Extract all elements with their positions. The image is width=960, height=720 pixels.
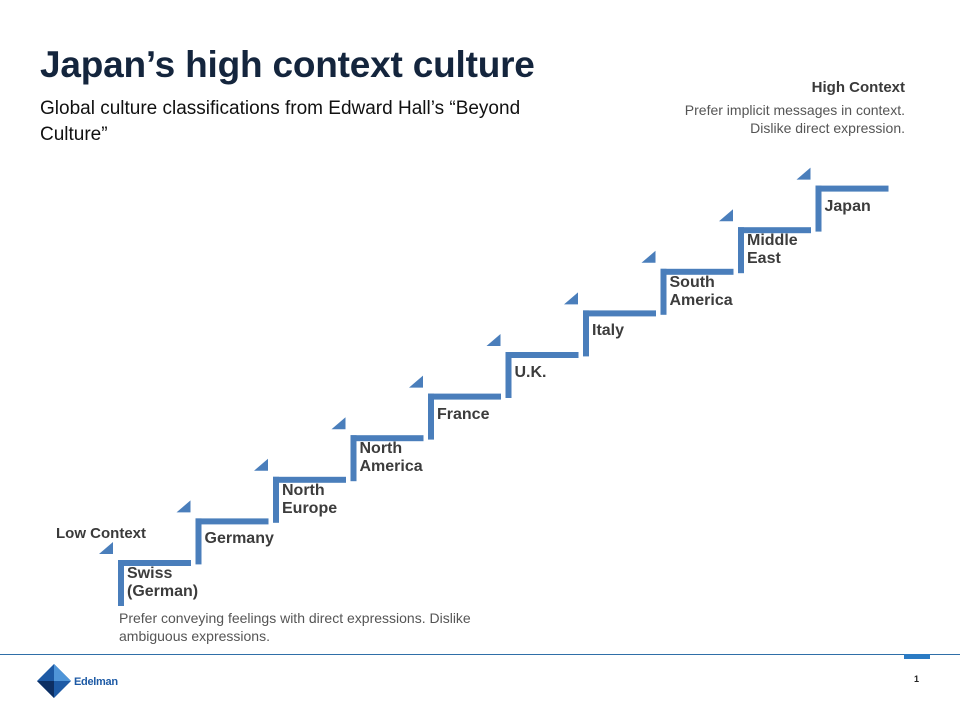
step-riser — [815, 185, 822, 232]
step-riser — [583, 310, 589, 357]
step-label: North America — [359, 440, 423, 476]
logo-text: Edelman — [74, 676, 118, 688]
step-wedge — [254, 458, 268, 471]
step-wedge — [486, 334, 501, 346]
step-wedge — [796, 167, 811, 180]
step-label: North Europe — [282, 481, 338, 517]
page-number: 1 — [914, 674, 920, 684]
step-tread — [815, 185, 889, 192]
high-context-description: Prefer implicit messages in context. Dis… — [684, 102, 905, 136]
step-wedge — [99, 542, 113, 554]
step-tread — [118, 560, 191, 566]
step-riser — [350, 435, 357, 482]
step-tread — [583, 310, 656, 317]
step-tread — [428, 393, 501, 400]
step-riser — [195, 518, 202, 565]
step-label: Italy — [592, 322, 625, 340]
stair-step — [331, 417, 424, 482]
stair-step — [564, 292, 656, 357]
edelman-logo-icon — [37, 664, 71, 698]
step-riser — [505, 352, 512, 398]
stair-step — [254, 458, 346, 523]
page-subtitle: Global culture classifications from Edwa… — [40, 98, 521, 145]
step-riser — [738, 227, 744, 274]
step-tread — [350, 435, 424, 442]
step-wedge — [331, 417, 346, 430]
step-riser — [428, 393, 434, 440]
step-label: Germany — [204, 530, 274, 548]
low-context-description: Prefer conveying feelings with direct ex… — [119, 610, 471, 644]
step-tread — [505, 352, 579, 358]
step-riser — [118, 560, 124, 606]
stair-step — [486, 334, 579, 398]
footer-accent-bar — [904, 654, 930, 659]
step-tread — [738, 227, 811, 234]
step-wedge — [409, 375, 423, 388]
step-label: Middle East — [747, 232, 798, 268]
step-riser — [660, 268, 667, 315]
stair-step — [409, 375, 501, 440]
high-context-label: High Context — [811, 79, 905, 96]
step-label: Japan — [824, 197, 871, 215]
step-tread — [195, 518, 269, 525]
stair-step — [719, 209, 811, 274]
step-tread — [660, 268, 734, 275]
stair-step — [99, 542, 191, 606]
step-wedge — [719, 209, 733, 222]
step-tread — [273, 476, 346, 483]
page-title: Japan’s high context culture — [40, 44, 535, 85]
stair-step — [641, 250, 734, 315]
low-context-label: Low Context — [56, 525, 146, 542]
step-label: Swiss (German) — [127, 565, 199, 600]
step-wedge — [176, 500, 191, 513]
step-wedge — [641, 250, 656, 263]
step-label: U.K. — [514, 364, 547, 381]
step-riser — [273, 476, 279, 523]
footer-divider — [0, 654, 960, 655]
step-label: France — [437, 405, 490, 423]
stair-step — [176, 500, 269, 565]
step-label: South America — [669, 273, 733, 309]
stair-step — [796, 167, 889, 232]
step-wedge — [564, 292, 578, 305]
